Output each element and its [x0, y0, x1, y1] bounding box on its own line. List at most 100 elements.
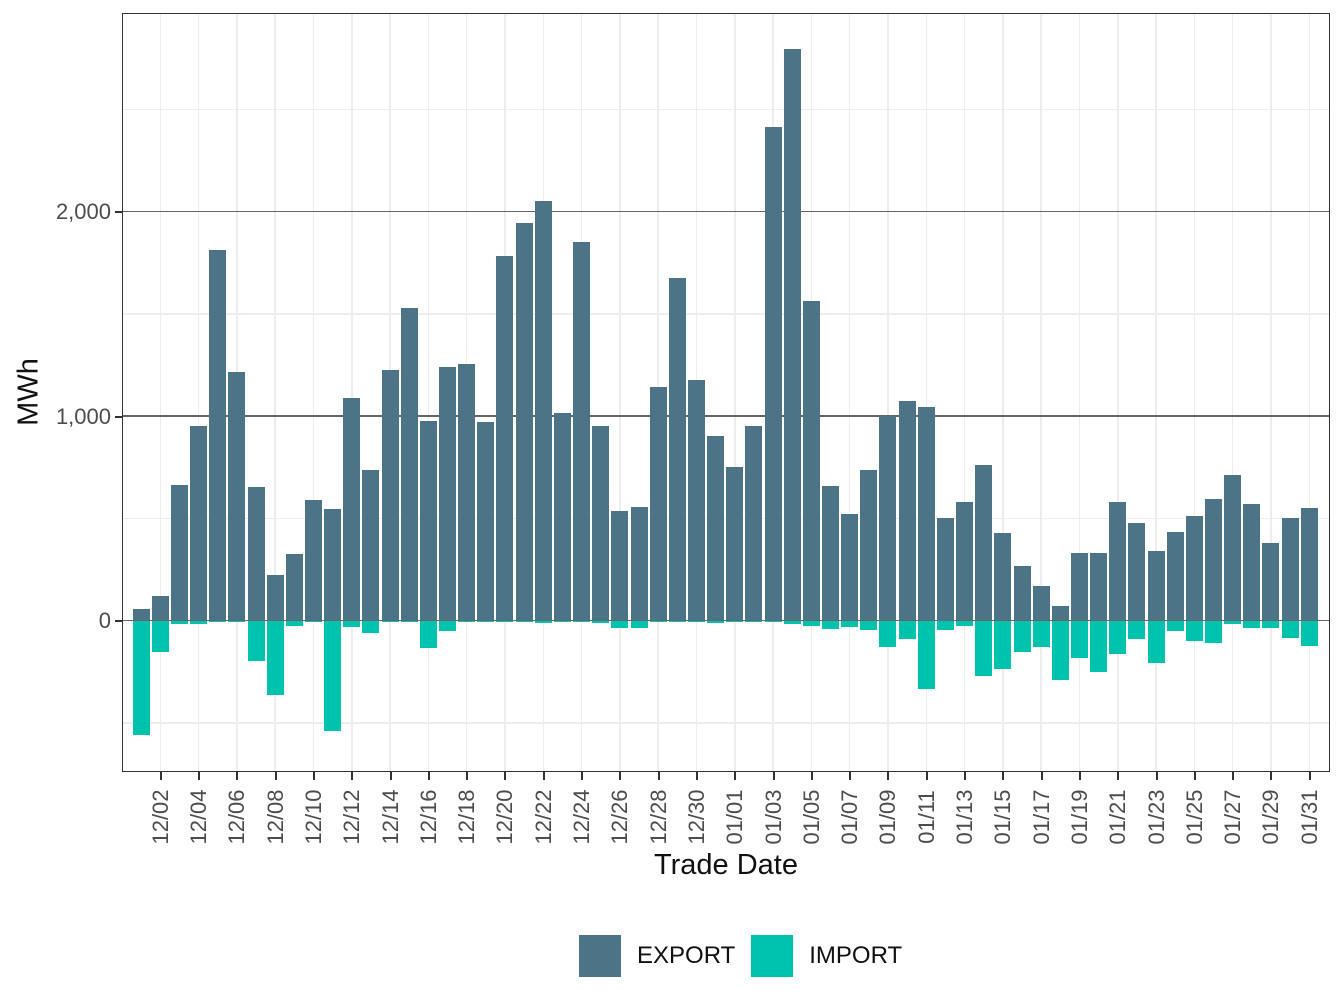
export-bar	[534, 200, 552, 621]
import-bar	[1147, 620, 1165, 663]
x-tick-label: 01/29	[1258, 789, 1284, 845]
import-bar	[419, 620, 437, 648]
vertical-gridline	[1155, 13, 1157, 771]
y-tick-mark	[115, 620, 123, 622]
x-tick-label: 01/05	[798, 789, 824, 845]
export-bar	[1262, 542, 1280, 621]
import-bar	[400, 620, 418, 622]
import-bar	[1166, 620, 1184, 632]
import-bar	[975, 620, 993, 676]
x-tick-label: 01/11	[913, 790, 939, 844]
export-bar	[573, 241, 591, 621]
import-bar	[362, 620, 380, 633]
import-bar	[151, 620, 169, 652]
import-bar	[745, 620, 763, 622]
export-bar	[1090, 552, 1108, 621]
x-tick-mark	[1040, 772, 1043, 780]
import-bar	[860, 620, 878, 630]
x-tick-label: 12/18	[454, 789, 480, 845]
import-bar	[1070, 620, 1088, 658]
horizontal-minor-gridline	[122, 517, 1329, 519]
import-bar	[477, 620, 495, 623]
export-bar	[1147, 550, 1165, 621]
x-axis-title: Trade Date	[654, 849, 798, 881]
x-tick-label: 01/15	[990, 789, 1016, 845]
import-bar	[553, 620, 571, 622]
import-bar	[573, 620, 591, 623]
export-bar	[1128, 522, 1146, 621]
y-tick-mark	[115, 415, 123, 418]
export-bar	[956, 501, 974, 621]
x-tick-mark	[159, 772, 162, 780]
export-bar	[898, 400, 916, 621]
x-tick-label: 12/16	[415, 789, 441, 845]
y-tick-label: 1,000	[55, 403, 111, 429]
export-bar	[822, 485, 839, 621]
export-bar	[879, 415, 897, 621]
export-bar	[151, 595, 169, 621]
y-tick-label: 2,000	[55, 199, 111, 224]
import-bar	[1032, 620, 1050, 648]
export-bar	[1032, 586, 1050, 621]
export-bar	[343, 397, 361, 621]
import-bar	[496, 620, 514, 622]
x-tick-mark	[810, 772, 813, 780]
export-bar	[458, 363, 476, 621]
vertical-gridline	[887, 13, 889, 771]
y-tick-label: 0	[98, 608, 111, 633]
export-bar	[1070, 552, 1088, 621]
import-bar	[1262, 620, 1280, 628]
x-tick-mark	[1270, 772, 1273, 780]
import-bar	[285, 620, 303, 627]
x-tick-label: 12/14	[377, 789, 403, 845]
export-bar	[553, 412, 571, 621]
import-bar	[304, 620, 322, 622]
vertical-gridline	[197, 13, 200, 771]
export-bar	[1224, 475, 1242, 621]
x-tick-mark	[887, 772, 890, 780]
export-bar	[917, 407, 935, 621]
x-tick-label: 12/12	[339, 789, 365, 845]
x-tick-mark	[274, 772, 277, 780]
export-bar	[936, 518, 954, 621]
export-bar	[802, 300, 820, 621]
x-tick-mark	[542, 772, 545, 780]
import-bar	[707, 620, 725, 623]
vertical-gridline	[159, 13, 161, 771]
import-bar	[879, 620, 897, 648]
import-legend-label: IMPORT	[809, 942, 903, 969]
x-tick-label: 12/22	[530, 789, 556, 845]
import-bar	[1205, 620, 1222, 644]
export-bar	[668, 277, 686, 621]
x-tick-label: 12/24	[569, 789, 595, 845]
export-bar	[362, 470, 380, 621]
x-tick-mark	[619, 772, 622, 780]
export-bar	[1109, 502, 1127, 621]
plot-panel	[121, 12, 1330, 772]
export-bar	[381, 369, 399, 621]
x-tick-mark	[849, 772, 852, 780]
x-tick-label: 01/21	[1105, 789, 1131, 845]
horizontal-minor-gridline	[122, 313, 1329, 315]
x-tick-label: 01/27	[1220, 789, 1246, 845]
import-bar	[458, 620, 476, 622]
x-tick-mark	[1193, 772, 1196, 780]
import-bar	[783, 620, 801, 624]
import-bar	[1224, 620, 1242, 624]
import-bar	[1243, 620, 1261, 628]
x-tick-mark	[351, 772, 354, 780]
export-bar	[1281, 517, 1299, 621]
vertical-gridline	[1078, 13, 1081, 771]
x-tick-label: 12/06	[224, 789, 250, 845]
import-bar	[611, 620, 629, 629]
x-tick-mark	[389, 772, 392, 780]
import-bar	[841, 620, 859, 627]
x-tick-mark	[427, 772, 430, 780]
x-tick-mark	[1308, 772, 1311, 780]
x-tick-mark	[964, 772, 967, 780]
vertical-gridline	[848, 13, 851, 771]
export-bar	[1166, 531, 1184, 621]
export-bar	[170, 484, 188, 621]
import-bar	[917, 620, 935, 689]
import-bar	[266, 620, 284, 695]
